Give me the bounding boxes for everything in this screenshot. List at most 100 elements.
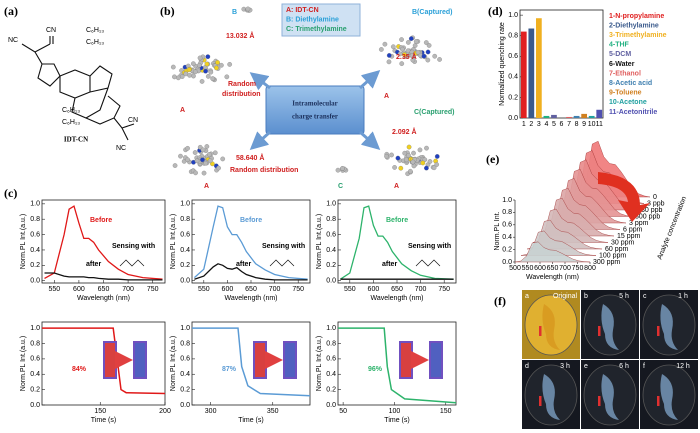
y-tick-label: 1.0 — [30, 201, 40, 208]
chem-group: C₆H₁₃ — [62, 119, 80, 126]
atom — [410, 159, 416, 165]
annotation: C(Captured) — [414, 109, 454, 116]
x-axis-label: Wavelength (nm) — [77, 295, 130, 302]
concentration-label: 300 ppb — [635, 213, 660, 220]
atom — [415, 49, 421, 55]
y-tick-label: 1.0 — [508, 12, 518, 19]
chem-group: C₆H₁₃ — [86, 27, 104, 34]
x-tick-label: 550 — [522, 265, 534, 272]
legend-entry: 3-Trimethylamine — [609, 32, 667, 39]
y-tick-label: 1.0 — [180, 325, 190, 332]
sensing-label: Sensing with — [408, 243, 451, 250]
x-tick-label: 200 — [159, 408, 171, 415]
atom — [200, 157, 205, 163]
atom — [432, 53, 438, 59]
atom — [384, 153, 389, 159]
spectrum-before — [193, 205, 308, 280]
quench-percent: 84% — [72, 366, 87, 373]
atom — [185, 157, 190, 163]
atom — [386, 59, 392, 65]
x-tick-label: 650 — [391, 286, 403, 293]
y-axis-label: Norm.PL Int.(a.u.) — [316, 214, 323, 269]
x-tick-label: 750 — [438, 286, 450, 293]
x-tick-label: 8 — [575, 121, 579, 128]
legend-entry: 7-Ethanol — [609, 70, 641, 77]
photo-time: 12 h — [676, 363, 690, 370]
photo-index: e — [584, 363, 588, 370]
arrows — [249, 70, 381, 150]
y-axis-label: Norm.PL Int. — [494, 211, 501, 250]
legend-entry: A: IDT-CN — [286, 7, 319, 14]
legend-entry: 10-Acetone — [609, 99, 647, 106]
y-tick-label: 0.2 — [326, 386, 336, 393]
legend-box — [281, 3, 361, 37]
before-label: Before — [240, 217, 262, 224]
center-text: Intramolecular — [292, 100, 338, 108]
fish — [601, 304, 619, 350]
chem-group: NC — [116, 145, 126, 152]
x-tick-label: 650 — [547, 265, 559, 272]
bar — [543, 115, 550, 118]
atom — [210, 76, 216, 81]
x-tick-label: 150 — [440, 408, 452, 415]
cuvette — [133, 341, 147, 379]
y-tick-label: 0.4 — [180, 371, 190, 378]
annotation: B — [232, 9, 237, 16]
photo-time: 1 h — [678, 293, 688, 300]
atom — [408, 36, 414, 41]
atom — [425, 49, 431, 55]
y-tick-label: 0.6 — [508, 53, 518, 60]
x-tick-label: 600 — [73, 286, 85, 293]
atom — [405, 48, 411, 54]
x-tick-label: 7 — [567, 121, 571, 128]
atom — [203, 160, 209, 166]
atom — [172, 74, 177, 80]
legend-entry: 6-Water — [609, 61, 635, 68]
annotation: 2.092 Å — [392, 127, 417, 136]
atom — [193, 69, 198, 75]
sensing-label: Sensing with — [262, 243, 305, 250]
plot-frame — [191, 321, 311, 406]
x-tick-label: 700 — [122, 286, 134, 293]
atom — [203, 68, 208, 74]
x-tick-label: 9 — [582, 121, 586, 128]
atom — [178, 153, 183, 159]
atom — [172, 163, 178, 168]
atom — [214, 65, 219, 71]
y-tick-label: 0.8 — [326, 340, 336, 347]
fish — [601, 374, 619, 420]
atom — [392, 165, 397, 170]
panel-label: (c) — [4, 186, 17, 200]
atom — [197, 55, 203, 61]
annotation: A — [394, 183, 399, 190]
y-tick-label: 1.0 — [30, 325, 40, 332]
atom — [399, 61, 405, 66]
atom — [404, 157, 409, 163]
atom — [204, 144, 210, 149]
atom — [395, 155, 401, 161]
y-tick-label: 0.2 — [30, 386, 40, 393]
x-axis-label: Wavelength (nm) — [370, 295, 423, 302]
atom — [424, 165, 429, 171]
legend-entry: B: Diethylamine — [286, 16, 339, 23]
annotation: 2.35 Å — [396, 52, 417, 61]
molecule-skeleton — [21, 36, 135, 141]
concentration-label: 3 ppb — [647, 200, 665, 207]
legend-entry: 11-Acetonitrile — [609, 109, 657, 116]
panel-label: (b) — [160, 4, 175, 18]
x-tick-label: 50 — [339, 408, 347, 415]
y-tick-label: 0.2 — [502, 246, 512, 253]
bar — [566, 116, 572, 118]
chem-group: CN — [46, 27, 56, 34]
x-tick-label: 700 — [415, 286, 427, 293]
atom — [227, 62, 233, 67]
spectrum-after — [44, 272, 163, 281]
fish — [542, 374, 560, 420]
atom — [224, 74, 230, 80]
y-tick-label: 0.4 — [326, 371, 336, 378]
fish — [660, 374, 678, 420]
bar — [588, 115, 595, 118]
atom — [425, 57, 431, 63]
y-tick-label: 0.8 — [326, 216, 336, 223]
